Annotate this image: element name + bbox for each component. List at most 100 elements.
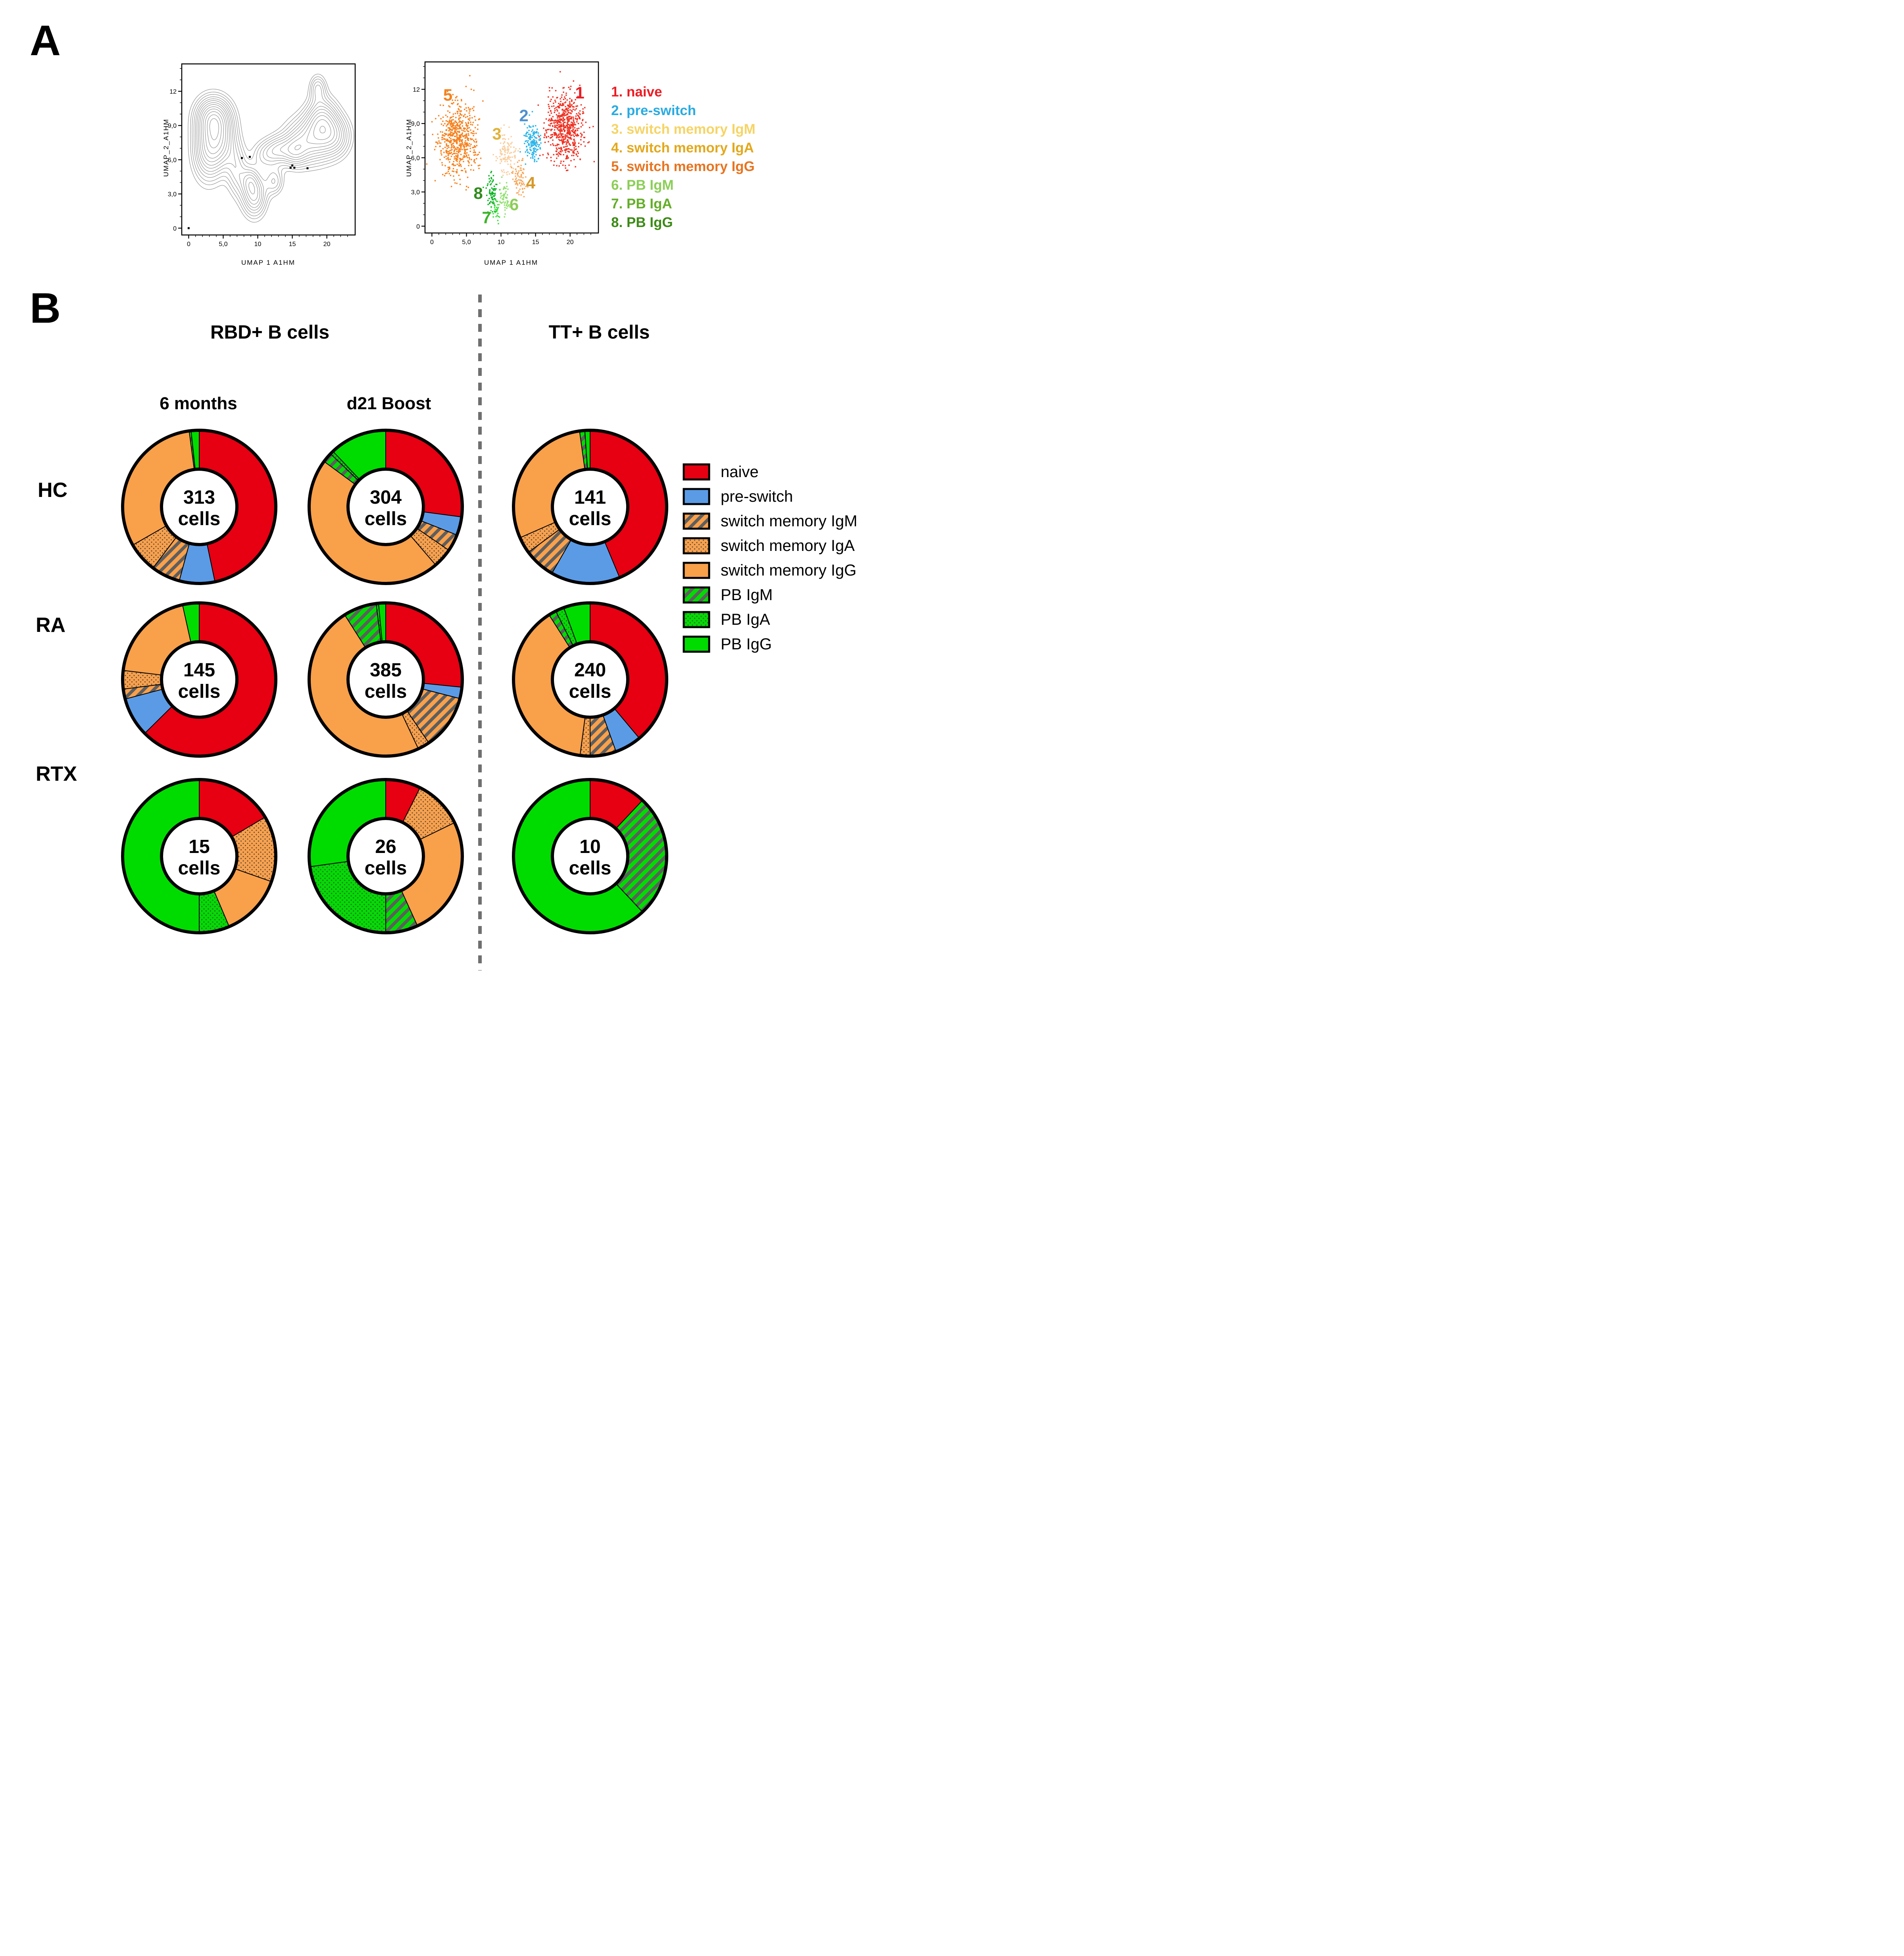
section-divider-dashed-line — [478, 295, 482, 970]
subset-legend-item-3: switch memory IgM — [683, 509, 858, 533]
svg-text:20: 20 — [567, 239, 574, 246]
contour-x-axis-label: UMAP 1 A1HM — [241, 259, 295, 266]
donut-rtx-rbd-d21boost: 26 cells — [306, 777, 465, 936]
svg-text:240: 240 — [574, 660, 606, 681]
svg-text:141: 141 — [574, 487, 606, 508]
svg-text:cells: cells — [569, 858, 612, 879]
figure: A 0 5,0 10 15 20 0 3,0 6,0 9,0 12 UMAP 1 A1HM UMA… — [0, 0, 952, 978]
svg-text:8: 8 — [473, 184, 483, 202]
subset-legend-label: switch memory IgA — [721, 537, 855, 554]
svg-text:15: 15 — [532, 239, 539, 246]
umap-legend-item-4: 4. switch memory IgA — [611, 140, 754, 156]
svg-text:9,0: 9,0 — [411, 121, 420, 127]
svg-text:10: 10 — [254, 241, 262, 248]
donut-hc-tt: 141 cells — [511, 427, 669, 586]
umap-cluster-legend: 1. naive 2. pre-switch 3. switch memory Ig… — [611, 83, 756, 232]
subset-legend-item-4: switch memory IgA — [683, 533, 858, 558]
umap-legend-item-1: 1. naive — [611, 84, 662, 100]
svg-text:313: 313 — [183, 487, 215, 508]
svg-text:3,0: 3,0 — [411, 189, 420, 196]
umap-legend-item-5: 5. switch memory IgG — [611, 159, 755, 174]
subset-legend-item-2: pre-switch — [683, 484, 858, 509]
svg-text:10: 10 — [498, 239, 505, 246]
svg-text:5,0: 5,0 — [219, 241, 227, 248]
donut-ra-rbd-d21boost: 385 cells — [306, 600, 465, 759]
svg-text:26: 26 — [375, 836, 396, 857]
subset-legend-label: switch memory IgM — [721, 512, 858, 530]
header-rbd-b-cells: RBD+ B cells — [210, 322, 330, 343]
donut-ra-tt: 240 cells — [511, 600, 669, 759]
svg-text:cells: cells — [178, 681, 221, 702]
subset-legend-label: PB IgM — [721, 586, 773, 604]
row-label-rtx: RTX — [36, 762, 77, 785]
svg-text:5,0: 5,0 — [462, 239, 471, 246]
subset-legend-label: pre-switch — [721, 487, 793, 505]
donut-rtx-tt: 10 cells — [511, 777, 669, 936]
svg-text:9,0: 9,0 — [168, 123, 177, 129]
subset-legend-swatch — [683, 463, 710, 481]
svg-text:cells: cells — [365, 508, 407, 529]
subheader-d21-boost: d21 Boost — [346, 394, 431, 413]
row-label-ra: RA — [36, 614, 66, 637]
umap-legend-item-2: 2. pre-switch — [611, 103, 696, 118]
svg-text:0: 0 — [173, 225, 177, 232]
svg-text:cells: cells — [365, 681, 407, 702]
svg-text:385: 385 — [370, 660, 402, 681]
donut-hc-rbd-6months: 313 cells — [120, 427, 279, 586]
svg-text:3,0: 3,0 — [168, 191, 177, 198]
subset-legend-item-7: PB IgA — [683, 607, 858, 632]
panel-b-label: B — [30, 284, 61, 332]
svg-text:cells: cells — [178, 508, 221, 529]
row-label-hc: HC — [38, 479, 68, 502]
svg-text:12: 12 — [413, 87, 420, 93]
svg-text:20: 20 — [323, 241, 331, 248]
subset-legend-swatch — [683, 562, 710, 579]
subset-legend-swatch — [683, 635, 710, 653]
subset-legend-label: PB IgA — [721, 610, 770, 628]
donut-rtx-rbd-6months: 15 cells — [120, 777, 279, 936]
cluster-x-axis-label: UMAP 1 A1HM — [484, 259, 538, 266]
donut-hc-rbd-d21boost: 304 cells — [306, 427, 465, 586]
svg-text:1: 1 — [575, 83, 584, 102]
subset-legend-item-5: switch memory IgG — [683, 558, 858, 583]
subheader-6-months: 6 months — [160, 394, 237, 413]
umap-legend-item-8: 8. PB IgG — [611, 215, 673, 230]
svg-text:cells: cells — [178, 858, 221, 879]
svg-text:15: 15 — [188, 836, 210, 857]
subset-legend-swatch — [683, 611, 710, 628]
svg-text:145: 145 — [183, 660, 215, 681]
subset-legend-label: PB IgG — [721, 635, 772, 653]
subset-legend-swatch — [683, 488, 710, 505]
subset-legend-label: naive — [721, 463, 759, 481]
umap-legend-item-6: 6. PB IgM — [611, 177, 674, 193]
subset-legend-label: switch memory IgG — [721, 561, 857, 579]
subset-legend-swatch — [683, 537, 710, 554]
subset-legend-swatch — [683, 586, 710, 604]
svg-text:6,0: 6,0 — [168, 157, 177, 164]
subset-legend-item-1: naive — [683, 460, 858, 484]
svg-text:6,0: 6,0 — [411, 155, 420, 162]
svg-text:5: 5 — [443, 86, 452, 104]
svg-text:304: 304 — [370, 487, 402, 508]
svg-text:cells: cells — [365, 858, 407, 879]
contour-y-axis-label: UMAP_2_A1HM — [162, 118, 170, 177]
svg-text:cells: cells — [569, 681, 612, 702]
svg-text:0: 0 — [416, 223, 420, 230]
subset-legend: naive pre-switch switch memory IgM switch m… — [683, 460, 858, 656]
svg-text:0: 0 — [187, 241, 190, 248]
svg-text:12: 12 — [169, 89, 177, 95]
subset-legend-item-8: PB IgG — [683, 632, 858, 656]
header-tt-b-cells: TT+ B cells — [548, 322, 650, 343]
svg-text:6: 6 — [510, 195, 519, 214]
cluster-y-axis-label: UMAP_2_A1HM — [405, 118, 413, 177]
umap-legend-item-7: 7. PB IgA — [611, 196, 672, 212]
svg-text:cells: cells — [569, 508, 612, 529]
subset-legend-swatch — [683, 512, 710, 530]
svg-text:3: 3 — [492, 124, 501, 143]
svg-text:10: 10 — [579, 836, 600, 857]
svg-text:4: 4 — [526, 173, 536, 192]
panel-a-label: A — [30, 16, 61, 64]
svg-text:2: 2 — [519, 106, 528, 125]
svg-text:15: 15 — [289, 241, 296, 248]
